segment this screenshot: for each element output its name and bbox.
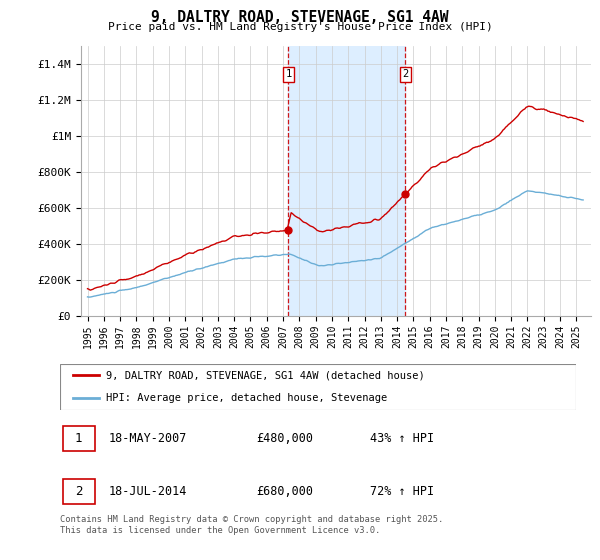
Text: 43% ↑ HPI: 43% ↑ HPI (370, 432, 434, 445)
Text: Contains HM Land Registry data © Crown copyright and database right 2025.
This d: Contains HM Land Registry data © Crown c… (60, 515, 443, 535)
Text: 2: 2 (402, 69, 409, 80)
Text: 9, DALTRY ROAD, STEVENAGE, SG1 4AW: 9, DALTRY ROAD, STEVENAGE, SG1 4AW (151, 10, 449, 25)
Text: 18-JUL-2014: 18-JUL-2014 (109, 485, 187, 498)
FancyBboxPatch shape (60, 364, 576, 410)
Text: £480,000: £480,000 (256, 432, 313, 445)
Text: 1: 1 (75, 432, 82, 445)
Text: 18-MAY-2007: 18-MAY-2007 (109, 432, 187, 445)
Text: 72% ↑ HPI: 72% ↑ HPI (370, 485, 434, 498)
Bar (289, 46, 405, 316)
FancyBboxPatch shape (62, 426, 95, 450)
Text: 9, DALTRY ROAD, STEVENAGE, SG1 4AW (detached house): 9, DALTRY ROAD, STEVENAGE, SG1 4AW (deta… (106, 371, 425, 380)
Text: 1: 1 (286, 69, 292, 80)
Text: £680,000: £680,000 (256, 485, 313, 498)
Text: 2: 2 (75, 485, 82, 498)
Text: Price paid vs. HM Land Registry's House Price Index (HPI): Price paid vs. HM Land Registry's House … (107, 22, 493, 32)
Text: HPI: Average price, detached house, Stevenage: HPI: Average price, detached house, Stev… (106, 394, 388, 403)
FancyBboxPatch shape (62, 479, 95, 504)
